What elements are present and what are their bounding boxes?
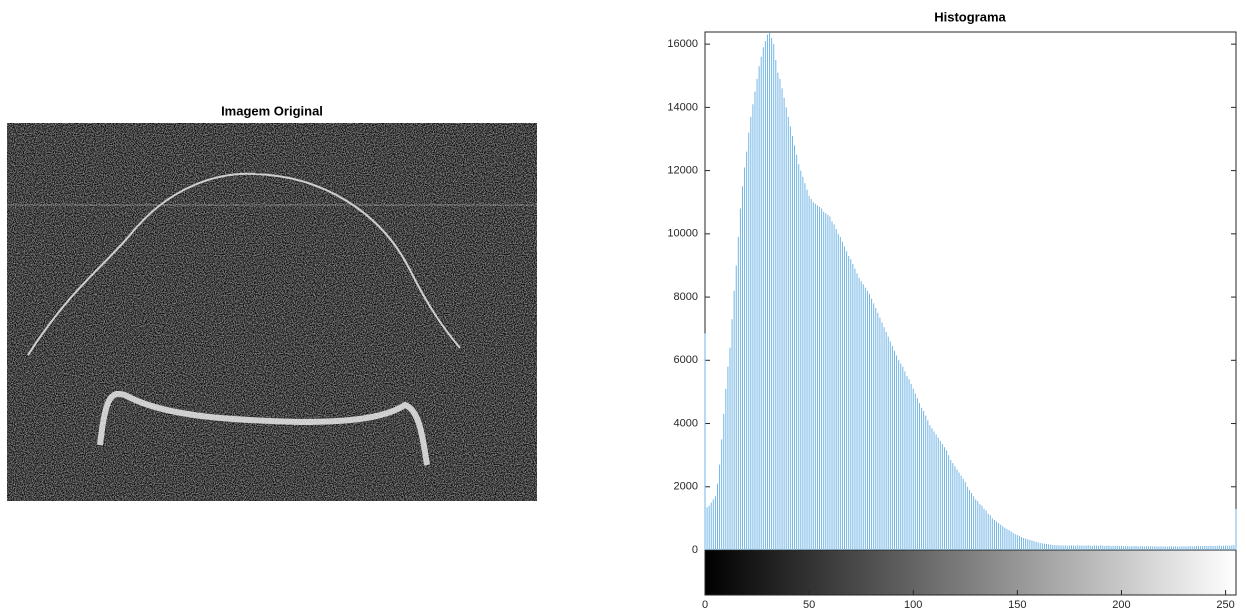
colorbar [704,549,1237,596]
y-tick-label: 4000 [674,417,698,429]
x-tick-label: 250 [1216,599,1234,611]
y-tick-label: 0 [692,544,698,556]
x-tick-label: 0 [702,599,708,611]
chart-title: Histograma [934,9,1006,24]
image-arc [27,172,461,356]
y-tick-label: 12000 [667,165,698,177]
y-tick-label: 10000 [667,228,698,240]
x-tick-label: 150 [1008,599,1026,611]
y-tick-label: 8000 [674,291,698,303]
x-tick-label: 200 [1112,599,1130,611]
image-title: Imagem Original [221,103,323,118]
image-panel: Imagem Original [7,103,537,501]
x-tick-label: 100 [904,599,922,611]
image-noise [7,123,537,501]
y-tick-label: 2000 [674,481,698,493]
plot-area [704,31,1237,551]
y-tick-label: 16000 [667,38,698,50]
x-tick-label: 50 [803,599,815,611]
y-tick-label: 14000 [667,101,698,113]
histogram-panel: Histograma [704,9,1237,596]
y-tick-label: 6000 [674,354,698,366]
image-lens [97,390,430,466]
